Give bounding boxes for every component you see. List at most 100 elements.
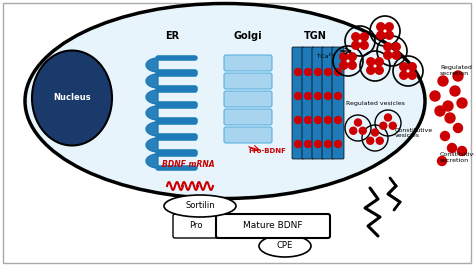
FancyBboxPatch shape [322, 47, 334, 159]
Text: Pro-BDNF: Pro-BDNF [248, 148, 286, 154]
Circle shape [400, 71, 408, 79]
Circle shape [304, 93, 311, 99]
Circle shape [430, 91, 440, 101]
Polygon shape [146, 106, 158, 120]
Text: ER: ER [165, 31, 179, 41]
Text: CPE: CPE [277, 242, 293, 251]
Text: Regulated
secretion: Regulated secretion [440, 65, 472, 76]
FancyBboxPatch shape [224, 127, 272, 143]
Circle shape [389, 122, 396, 129]
Circle shape [438, 156, 447, 165]
Circle shape [315, 69, 321, 76]
Circle shape [445, 113, 455, 123]
Circle shape [438, 76, 448, 86]
Circle shape [335, 69, 341, 76]
Circle shape [400, 63, 408, 71]
Ellipse shape [259, 235, 311, 257]
Circle shape [355, 119, 362, 126]
Circle shape [360, 41, 368, 49]
Text: Pro: Pro [189, 222, 203, 231]
Polygon shape [146, 154, 158, 168]
Polygon shape [146, 58, 158, 72]
Circle shape [375, 66, 383, 74]
Text: BDNF mRNA: BDNF mRNA [162, 160, 214, 169]
Circle shape [367, 66, 375, 74]
FancyBboxPatch shape [173, 214, 219, 238]
Circle shape [367, 58, 375, 66]
Polygon shape [146, 122, 158, 136]
Circle shape [457, 98, 467, 108]
Circle shape [450, 86, 460, 96]
Circle shape [335, 140, 341, 148]
Text: TGN: TGN [303, 31, 327, 41]
Circle shape [348, 61, 356, 69]
Circle shape [384, 51, 392, 59]
Circle shape [392, 43, 400, 51]
FancyBboxPatch shape [224, 73, 272, 89]
Circle shape [376, 137, 383, 144]
Circle shape [335, 93, 341, 99]
Circle shape [443, 101, 453, 111]
Circle shape [384, 43, 392, 51]
Circle shape [304, 117, 311, 123]
Circle shape [294, 69, 301, 76]
Circle shape [457, 147, 466, 156]
Circle shape [325, 140, 331, 148]
Circle shape [325, 117, 331, 123]
Text: Constitutive
vesicles: Constitutive vesicles [395, 128, 433, 138]
Circle shape [435, 106, 445, 116]
Circle shape [392, 51, 400, 59]
Circle shape [359, 127, 366, 134]
Polygon shape [146, 138, 158, 152]
FancyBboxPatch shape [312, 47, 324, 159]
Circle shape [454, 123, 463, 132]
Circle shape [377, 31, 385, 39]
FancyBboxPatch shape [302, 47, 314, 159]
Circle shape [360, 33, 368, 41]
Circle shape [335, 117, 341, 123]
FancyBboxPatch shape [216, 214, 330, 238]
FancyBboxPatch shape [332, 47, 344, 159]
Text: Golgi: Golgi [234, 31, 262, 41]
FancyBboxPatch shape [224, 109, 272, 125]
Circle shape [340, 53, 348, 61]
Ellipse shape [32, 51, 112, 146]
Circle shape [453, 71, 463, 81]
Circle shape [315, 93, 321, 99]
Text: ↑Ca²⁺: ↑Ca²⁺ [316, 53, 335, 59]
Polygon shape [146, 90, 158, 104]
Circle shape [384, 114, 392, 121]
Circle shape [315, 117, 321, 123]
Circle shape [385, 23, 393, 31]
Circle shape [350, 127, 357, 134]
FancyBboxPatch shape [224, 91, 272, 107]
Circle shape [304, 69, 311, 76]
Ellipse shape [164, 195, 236, 217]
Text: Mature BDNF: Mature BDNF [243, 222, 303, 231]
FancyBboxPatch shape [3, 3, 471, 263]
FancyBboxPatch shape [292, 47, 304, 159]
Circle shape [385, 31, 393, 39]
Circle shape [294, 117, 301, 123]
Circle shape [352, 33, 360, 41]
Circle shape [294, 140, 301, 148]
Circle shape [352, 41, 360, 49]
Circle shape [377, 23, 385, 31]
Text: Constitutive
secretion: Constitutive secretion [440, 152, 474, 163]
Circle shape [408, 71, 416, 79]
Circle shape [372, 129, 379, 136]
Circle shape [340, 61, 348, 69]
Polygon shape [146, 74, 158, 88]
Circle shape [315, 140, 321, 148]
Circle shape [380, 122, 387, 129]
Text: Sortilin: Sortilin [185, 202, 215, 210]
Circle shape [325, 93, 331, 99]
Text: Nucleus: Nucleus [53, 94, 91, 102]
Circle shape [294, 93, 301, 99]
Circle shape [304, 140, 311, 148]
Circle shape [325, 69, 331, 76]
Circle shape [440, 131, 449, 140]
Circle shape [375, 58, 383, 66]
Text: Regulated vesicles: Regulated vesicles [346, 101, 404, 106]
Circle shape [348, 53, 356, 61]
